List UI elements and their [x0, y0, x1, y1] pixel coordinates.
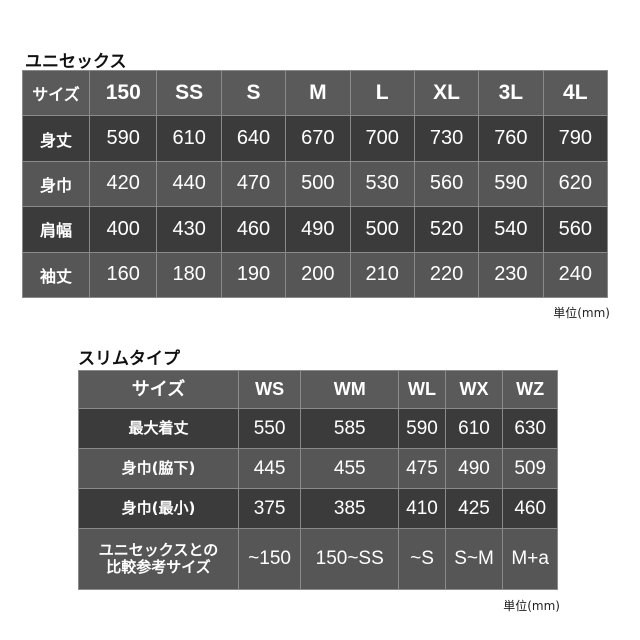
header-row: サイズ 150 SS S M L XL 3L 4L: [22, 69, 609, 117]
table-cell: 620: [542, 160, 609, 208]
table-cell: 760: [478, 115, 544, 162]
unisex-unit: 単位(mm): [553, 306, 610, 320]
header-row: サイズ WS WM WL WX WZ: [78, 369, 558, 410]
row-label: 身丈: [22, 115, 90, 162]
row-label: ユニセックスとの 比較参考サイズ: [78, 528, 239, 590]
table-cell: 700: [349, 115, 415, 162]
table-row: 身巾 420 440 470 500 530 560 590 620: [22, 160, 609, 208]
size-header: WS: [237, 369, 302, 410]
table-cell: 590: [88, 115, 158, 162]
slim-title: スリムタイプ: [78, 349, 180, 369]
size-header: 4L: [542, 69, 609, 117]
table-cell: 590: [398, 408, 446, 450]
table-cell: 160: [88, 251, 158, 299]
table-cell: 540: [478, 206, 544, 253]
table-cell: 490: [285, 206, 351, 253]
table-cell: 190: [220, 251, 287, 299]
size-header: M: [285, 69, 351, 117]
table-cell: 490: [444, 448, 504, 490]
table-cell: 385: [300, 488, 400, 530]
table-cell: 460: [220, 206, 287, 253]
table-row: 肩幅 400 430 460 490 500 520 540 560: [22, 206, 609, 253]
table-cell: 590: [478, 160, 544, 208]
table-cell: 530: [349, 160, 415, 208]
table-cell: 560: [413, 160, 480, 208]
table-row: 袖丈 160 180 190 200 210 220 230 240: [22, 251, 609, 299]
table-cell: 425: [444, 488, 504, 530]
table-cell: 790: [542, 115, 609, 162]
table-cell: 200: [285, 251, 351, 299]
table-cell: M+a: [502, 528, 558, 590]
size-header: WM: [300, 369, 400, 410]
table-cell: 440: [156, 160, 222, 208]
table-cell: 210: [349, 251, 415, 299]
table-cell: 520: [413, 206, 480, 253]
slim-unit: 単位(mm): [503, 599, 560, 613]
size-header: 150: [88, 69, 158, 117]
table-cell: 220: [413, 251, 480, 299]
table-row: 身巾(脇下) 445 455 475 490 509: [78, 448, 558, 490]
row-label: サイズ: [22, 69, 90, 117]
table-cell: 430: [156, 206, 222, 253]
table-cell: ~S: [398, 528, 446, 590]
table-cell: 560: [542, 206, 609, 253]
table-row: 身巾(最小) 375 385 410 425 460: [78, 488, 558, 530]
size-header: WL: [398, 369, 446, 410]
row-label: 身巾(脇下): [78, 448, 239, 490]
table-cell: 400: [88, 206, 158, 253]
size-header: S: [220, 69, 287, 117]
table-cell: 460: [502, 488, 558, 530]
size-header: 3L: [478, 69, 544, 117]
table-cell: S~M: [444, 528, 504, 590]
table-cell: 500: [349, 206, 415, 253]
table-cell: 455: [300, 448, 400, 490]
table-cell: 630: [502, 408, 558, 450]
table-cell: 150~SS: [300, 528, 400, 590]
table-cell: 610: [444, 408, 504, 450]
table-cell: ~150: [237, 528, 302, 590]
row-label: 身巾: [22, 160, 90, 208]
size-header: L: [349, 69, 415, 117]
table-cell: 240: [542, 251, 609, 299]
row-label: サイズ: [78, 369, 239, 410]
slim-size-table: サイズ WS WM WL WX WZ 最大着丈 550 585 590 610 630 身巾(脇下) 44…: [78, 369, 558, 590]
unisex-title: ユニセックス: [25, 52, 127, 72]
table-cell: 180: [156, 251, 222, 299]
table-cell: 375: [237, 488, 302, 530]
table-cell: 585: [300, 408, 400, 450]
table-row: 最大着丈 550 585 590 610 630: [78, 408, 558, 450]
table-cell: 500: [285, 160, 351, 208]
table-cell: 420: [88, 160, 158, 208]
table-cell: 410: [398, 488, 446, 530]
row-label: 肩幅: [22, 206, 90, 253]
table-cell: 475: [398, 448, 446, 490]
size-header: WZ: [502, 369, 558, 410]
table-cell: 509: [502, 448, 558, 490]
table-cell: 670: [285, 115, 351, 162]
row-label: 袖丈: [22, 251, 90, 299]
row-label: 身巾(最小): [78, 488, 239, 530]
size-header: WX: [444, 369, 504, 410]
table-cell: 550: [237, 408, 302, 450]
table-cell: 445: [237, 448, 302, 490]
table-cell: 730: [413, 115, 480, 162]
unisex-size-table: サイズ 150 SS S M L XL 3L 4L 身丈 590 610 640 670 700 730 760…: [22, 69, 609, 299]
table-row: ユニセックスとの 比較参考サイズ ~150 150~SS ~S S~M M+a: [78, 528, 558, 590]
table-row: 身丈 590 610 640 670 700 730 760 790: [22, 115, 609, 162]
row-label: 最大着丈: [78, 408, 239, 450]
table-cell: 640: [220, 115, 287, 162]
size-header: XL: [413, 69, 480, 117]
table-cell: 610: [156, 115, 222, 162]
size-header: SS: [156, 69, 222, 117]
table-cell: 230: [478, 251, 544, 299]
table-cell: 470: [220, 160, 287, 208]
